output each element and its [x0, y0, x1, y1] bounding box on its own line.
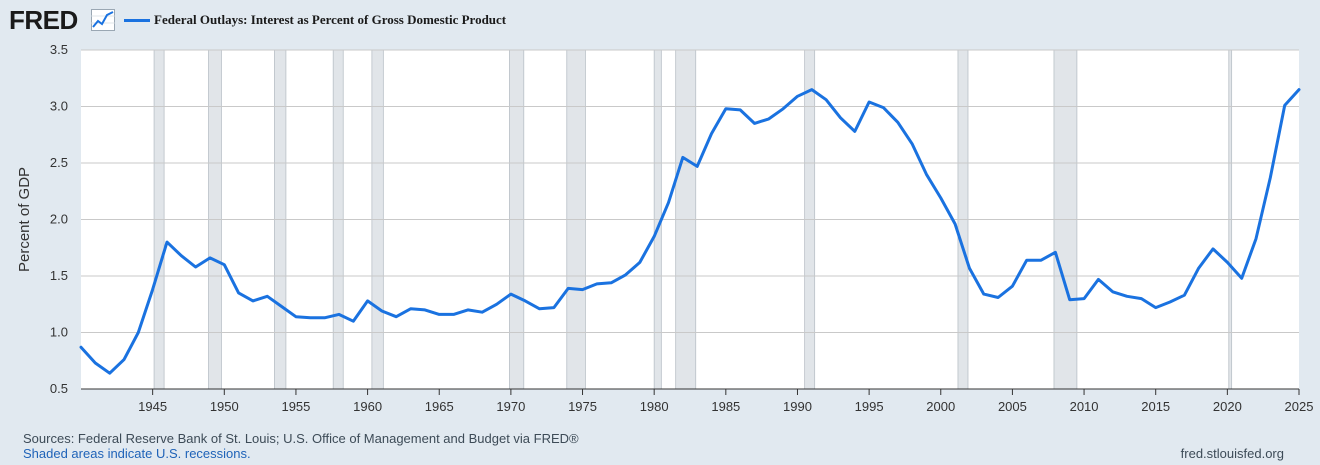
y-tick-label: 2.5: [50, 155, 68, 170]
fred-url[interactable]: fred.stlouisfed.org: [1180, 446, 1284, 461]
x-tick-label: 1970: [496, 399, 525, 414]
y-tick-label: 3.0: [50, 99, 68, 114]
y-tick-label: 1.5: [50, 268, 68, 283]
x-tick-label: 1985: [711, 399, 740, 414]
x-tick-label: 2020: [1213, 399, 1242, 414]
y-tick-label: 1.0: [50, 325, 68, 340]
x-tick-label: 1950: [210, 399, 239, 414]
x-tick-label: 2025: [1285, 399, 1314, 414]
footer-sources: Sources: Federal Reserve Bank of St. Lou…: [23, 431, 579, 446]
legend-line-swatch: [124, 19, 150, 22]
recession-note: Shaded areas indicate U.S. recessions.: [23, 446, 251, 461]
x-tick-label: 2000: [926, 399, 955, 414]
x-tick-label: 1975: [568, 399, 597, 414]
x-tick-label: 1960: [353, 399, 382, 414]
y-axis-label: Percent of GDP: [16, 167, 33, 272]
y-tick-label: 2.0: [50, 212, 68, 227]
x-tick-label: 1990: [783, 399, 812, 414]
series-line: [79, 88, 1301, 375]
legend-label: Federal Outlays: Interest as Percent of …: [154, 12, 507, 27]
line-chart-icon: [91, 9, 115, 31]
header: FRED Federal Outlays: Interest as Percen…: [0, 0, 1320, 40]
line-chart: 0.5 1.0 1.5 2.0 2.5 3.0 3.5 1945 1950 1955 1960 196…: [16, 42, 1314, 414]
x-tick-label: 1995: [855, 399, 884, 414]
x-tick-label: 1965: [425, 399, 454, 414]
x-tick-label: 1955: [281, 399, 310, 414]
y-tick-label: 3.5: [50, 42, 68, 57]
x-tick-label: 2015: [1141, 399, 1170, 414]
x-tick-label: 2005: [998, 399, 1027, 414]
fred-logo[interactable]: FRED: [9, 5, 78, 35]
y-tick-label: 0.5: [50, 381, 68, 396]
x-tick-label: 2010: [1070, 399, 1099, 414]
x-tick-label: 1945: [138, 399, 167, 414]
x-tick-label: 1980: [640, 399, 669, 414]
